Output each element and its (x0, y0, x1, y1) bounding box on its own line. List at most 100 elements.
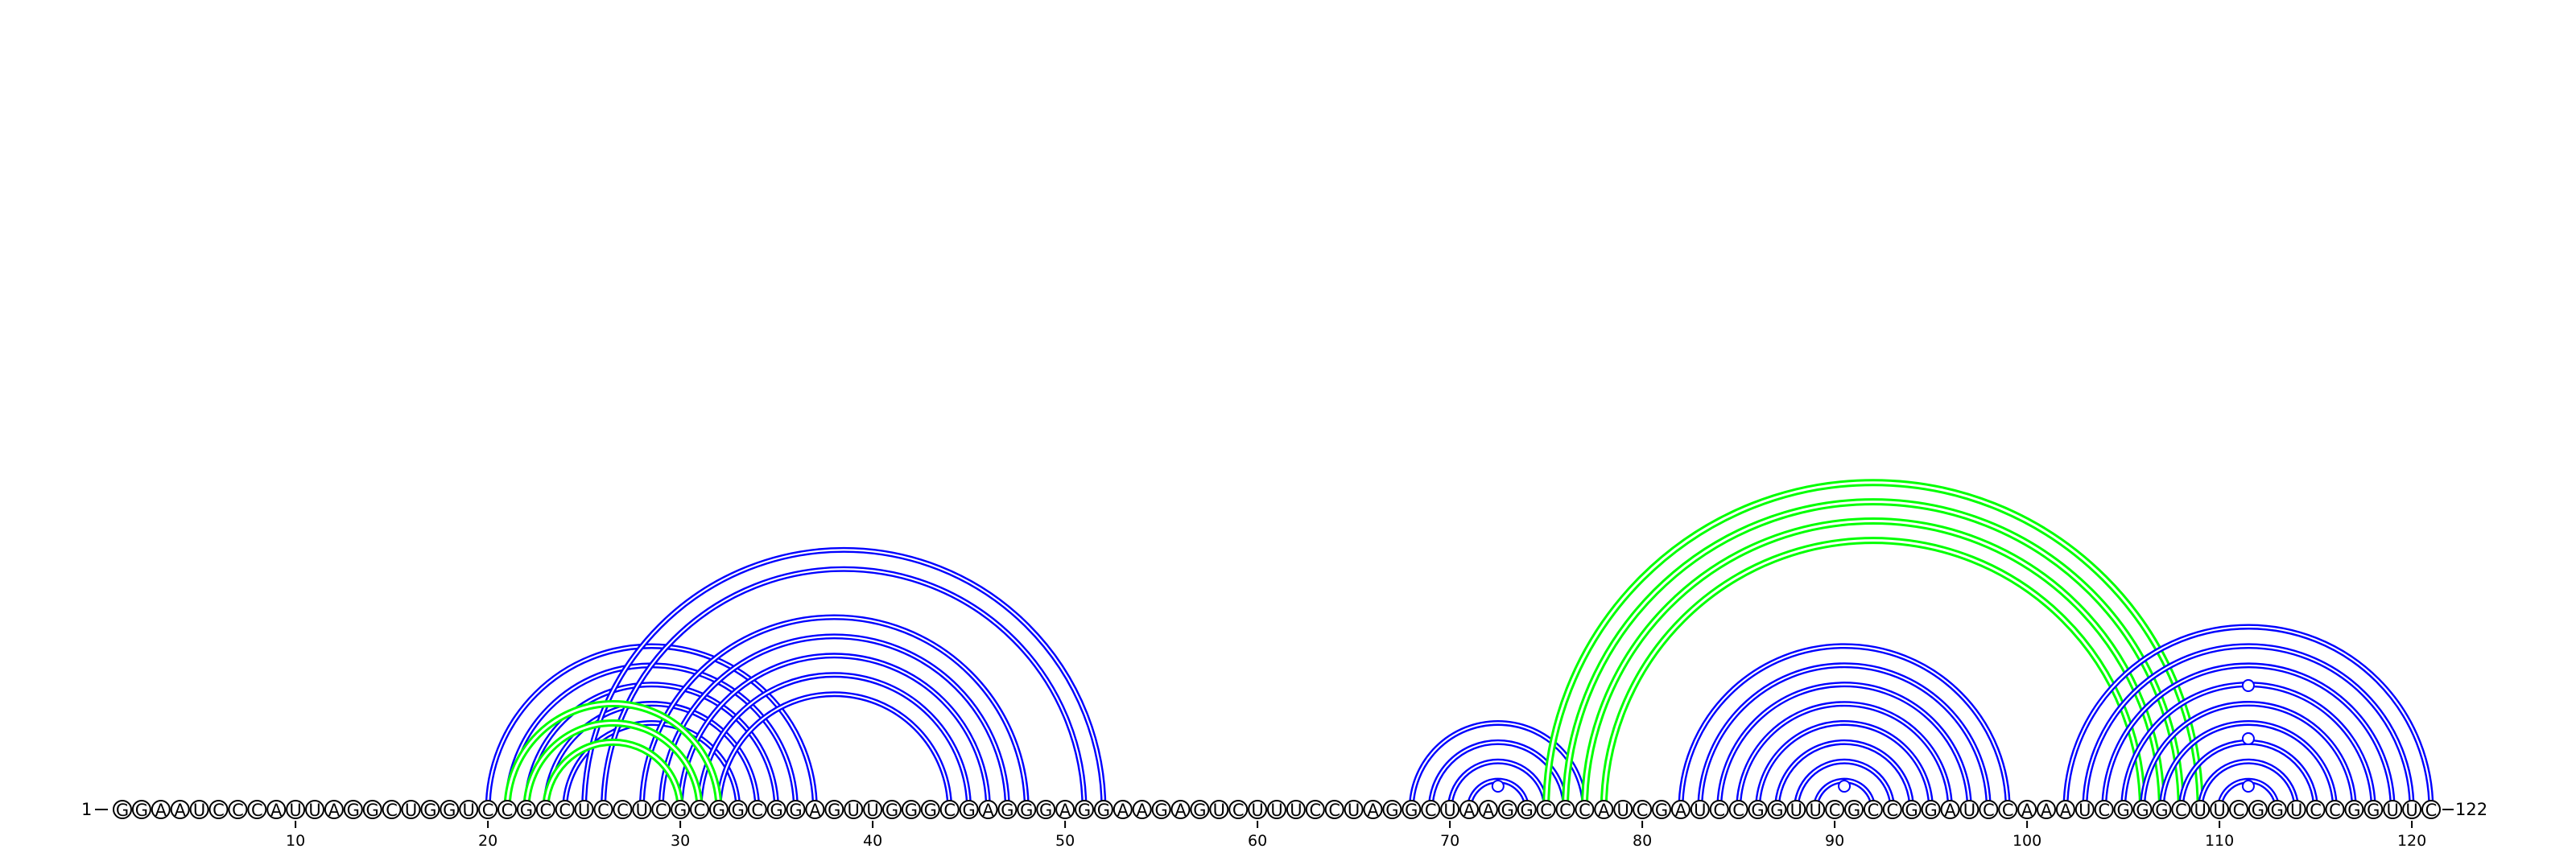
loop-marker-111.5-1 (2241, 732, 2255, 745)
nucleotide-letter-74: G (1521, 801, 1534, 820)
nucleotide-letter-25: U (578, 801, 590, 820)
nucleotide-circle-71 (1459, 800, 1479, 819)
nucleotide-letter-65: U (1348, 801, 1360, 820)
nucleotide-letter-52: G (1097, 801, 1110, 820)
nucleotide-letter-62: U (1290, 801, 1302, 820)
nucleotide-letter-49: G (1039, 801, 1052, 820)
nucleotide-letter-12: A (328, 801, 341, 820)
nucleotide-circle-19 (459, 800, 479, 819)
tick-label-120: 120 (2397, 832, 2426, 850)
nucleotide-letter-69: C (1425, 801, 1437, 820)
nucleotide-circle-49 (1036, 800, 1056, 819)
tick-label-80: 80 (1633, 832, 1652, 850)
nucleotide-letter-26: C (597, 801, 609, 820)
nucleotide-circle-27 (613, 800, 633, 819)
nucleotide-circle-45 (959, 800, 979, 819)
nucleotide-letter-31: C (694, 801, 706, 820)
nucleotide-circle-91 (1844, 800, 1864, 819)
nucleotide-circle-33 (728, 800, 748, 819)
nucleotide-letter-51: G (1078, 801, 1091, 820)
nucleotide-letter-30: G (674, 801, 687, 820)
tick-label-70: 70 (1440, 832, 1459, 850)
nucleotide-letter-9: A (270, 801, 283, 820)
nucleotide-circle-15 (382, 800, 402, 819)
nucleotide-letter-3: A (155, 801, 167, 820)
nucleotide-circle-120 (2402, 800, 2422, 819)
nucleotide-circle-56 (1170, 800, 1191, 819)
base-pair-arc-core-68-77 (1410, 722, 1586, 810)
base-pair-arc-core-85-96 (1737, 702, 1951, 810)
nucleotide-circle-20 (478, 800, 498, 819)
nucleotide-letter-19: U (463, 801, 475, 820)
nucleotide-circle-109 (2190, 800, 2211, 819)
base-pair-arc-core-102-121 (2064, 625, 2433, 810)
nucleotide-letter-107: G (2155, 801, 2168, 820)
nucleotide-letter-2: G (135, 801, 148, 820)
base-pair-arc-core-106-117 (2141, 702, 2355, 810)
nucleotide-circle-121 (2421, 800, 2441, 819)
nucleotide-letter-92: C (1868, 801, 1880, 820)
nucleotide-letter-43: G (924, 801, 937, 820)
nucleotide-letter-54: A (1137, 801, 1149, 820)
nucleotide-circle-104 (2094, 800, 2114, 819)
nucleotide-letter-105: G (2116, 801, 2129, 820)
nucleotide-letter-18: G (443, 801, 456, 820)
base-pair-arc-core-31-45 (698, 674, 970, 810)
base-pair-arc-core-87-94 (1776, 741, 1913, 810)
nucleotide-circle-38 (824, 800, 844, 819)
nucleotide-letter-85: C (1732, 801, 1744, 820)
nucleotide-circle-64 (1324, 800, 1344, 819)
nucleotide-letter-72: A (1483, 801, 1495, 820)
nucleotide-letter-91: G (1847, 801, 1860, 820)
nucleotide-circle-43 (920, 800, 940, 819)
nucleotide-letter-78: A (1598, 801, 1610, 820)
nucleotide-letter-110: U (2213, 801, 2225, 820)
nucleotide-circle-5 (189, 800, 209, 819)
tick-label-40: 40 (863, 832, 882, 850)
nucleotide-circle-70 (1440, 800, 1460, 819)
nucleotide-letter-41: G (886, 801, 898, 820)
base-pair-arc-core-77-107 (1583, 520, 2163, 810)
nucleotide-letter-53: A (1117, 801, 1129, 820)
nucleotide-letter-119: U (2387, 801, 2399, 820)
nucleotide-circle-67 (1382, 800, 1402, 819)
base-pair-arc-core-104-119 (2103, 664, 2394, 810)
nucleotide-circle-13 (343, 800, 363, 819)
nucleotide-circle-89 (1806, 800, 1826, 819)
nucleotide-circle-55 (1151, 800, 1171, 819)
nucleotide-circle-47 (997, 800, 1018, 819)
nucleotide-letter-35: G (770, 801, 782, 820)
base-pair-arc-core-26-51 (602, 568, 1086, 810)
nucleotide-circle-77 (1575, 800, 1595, 819)
nucleotide-letter-112: G (2252, 801, 2264, 820)
nucleotide-circle-18 (440, 800, 460, 819)
nucleotide-circle-101 (2037, 800, 2056, 819)
nucleotide-circle-14 (362, 800, 382, 819)
nucleotide-circle-2 (131, 800, 151, 819)
nucleotide-circle-76 (1555, 800, 1575, 819)
nucleotide-circle-17 (420, 800, 440, 819)
nucleotide-circle-94 (1901, 800, 1922, 819)
nucleotide-letter-93: C (1886, 801, 1898, 820)
nucleotide-circle-22 (516, 800, 536, 819)
nucleotide-circle-93 (1882, 800, 1902, 819)
nucleotide-circle-69 (1421, 800, 1441, 819)
nucleotide-circle-9 (266, 800, 287, 819)
nucleotide-letter-66: A (1367, 801, 1379, 820)
nucleotide-circle-66 (1363, 800, 1383, 819)
nucleotide-letter-20: C (482, 801, 494, 820)
tick-label-90: 90 (1825, 832, 1844, 850)
nucleotide-circle-112 (2248, 800, 2268, 819)
nucleotide-letter-86: G (1751, 801, 1764, 820)
nucleotide-circle-6 (208, 800, 229, 819)
nucleotide-letter-121: C (2425, 801, 2438, 820)
nucleotide-circle-53 (1113, 800, 1133, 819)
nucleotide-letter-109: U (2194, 801, 2207, 820)
loop-marker-111.5-2 (2241, 679, 2255, 692)
nucleotide-letter-39: U (848, 801, 860, 820)
nucleotide-circle-34 (747, 800, 767, 819)
nucleotide-letter-29: C (655, 801, 667, 820)
nucleotide-letter-10: U (289, 801, 301, 820)
nucleotide-letter-102: A (2060, 801, 2072, 820)
nucleotide-circle-37 (805, 800, 825, 819)
